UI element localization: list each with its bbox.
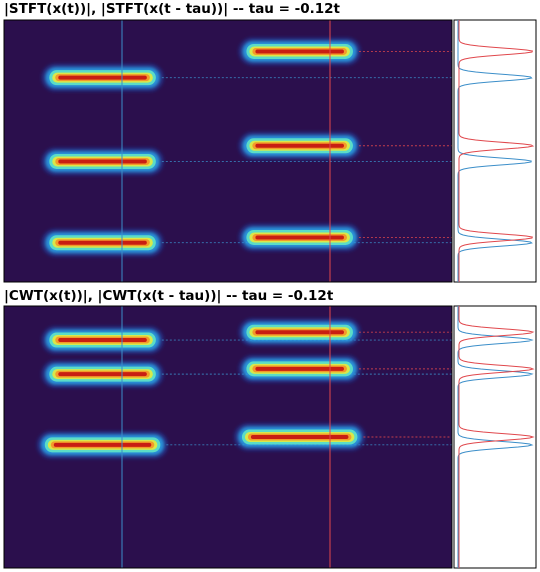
energy-blob-original xyxy=(41,360,164,389)
side-profile-curve xyxy=(457,20,533,282)
side-profile-frame xyxy=(453,19,537,283)
side-profile-curve xyxy=(458,20,535,282)
energy-blob-original xyxy=(41,147,164,176)
energy-blob-original xyxy=(41,228,164,257)
side-profile-curve xyxy=(458,306,535,568)
cwt-panel-title: |CWT(x(t))|, |CWT(x(t - tau))| -- tau = … xyxy=(4,288,334,304)
stft-panel xyxy=(3,19,537,283)
heatmap-frame xyxy=(3,305,453,569)
stft-panel-title: |STFT(x(t))|, |STFT(x(t - tau))| -- tau … xyxy=(4,1,340,17)
energy-blob-shifted xyxy=(238,354,361,383)
energy-blob-original xyxy=(41,63,164,92)
energy-blob-shifted xyxy=(238,131,361,160)
energy-blob-shifted xyxy=(238,37,361,66)
energy-blob-shifted xyxy=(238,318,361,347)
side-profile-frame xyxy=(453,305,537,569)
energy-blob-shifted xyxy=(238,223,361,252)
energy-blob-original xyxy=(41,326,164,355)
energy-blob-shifted xyxy=(233,423,366,451)
heatmap-frame xyxy=(3,19,453,283)
cwt-panel xyxy=(3,305,537,569)
energy-blob-original xyxy=(36,430,169,459)
